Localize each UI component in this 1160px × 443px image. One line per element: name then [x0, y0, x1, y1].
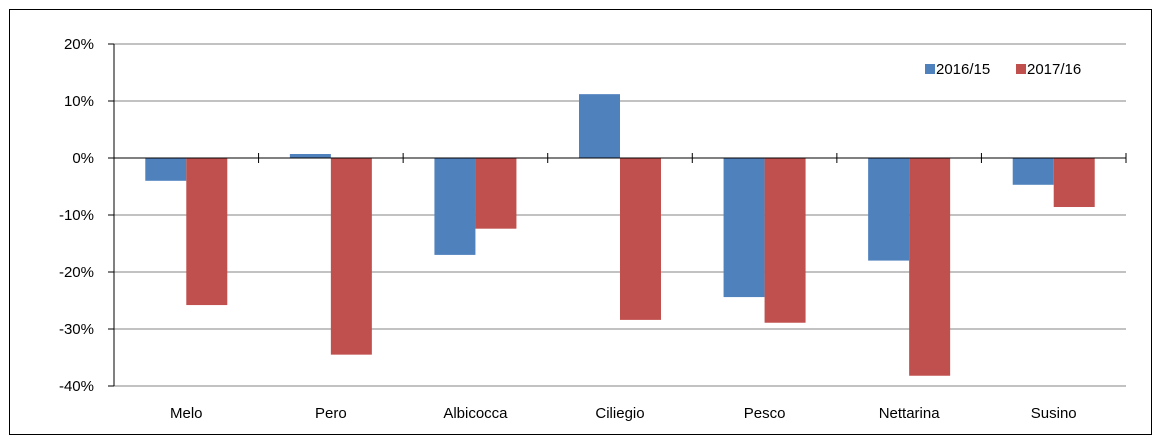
y-tick-label: 20% — [64, 36, 94, 53]
legend-swatch — [925, 64, 935, 74]
x-tick-label: Susino — [1031, 405, 1077, 422]
x-tick-label: Albicocca — [443, 405, 508, 422]
bar — [1053, 158, 1095, 208]
bars — [145, 94, 1095, 376]
bar — [145, 158, 187, 181]
x-tick-label: Nettarina — [879, 405, 941, 422]
bar — [289, 154, 331, 158]
x-tick-label: Melo — [170, 405, 203, 422]
x-tick-label: Pero — [315, 405, 347, 422]
bar — [1012, 158, 1054, 185]
legend-label: 2016/15 — [936, 61, 990, 78]
bar — [620, 158, 661, 320]
bar — [723, 158, 765, 298]
bar — [868, 158, 910, 261]
y-tick-label: -20% — [59, 264, 94, 281]
bar — [186, 158, 228, 306]
bar — [330, 158, 372, 355]
bar — [475, 158, 517, 229]
bar — [434, 158, 476, 255]
chart-frame — [9, 9, 1152, 435]
y-tick-label: -30% — [59, 321, 94, 338]
axes — [113, 44, 1127, 386]
legend: 2016/15 2017/16 — [925, 61, 1081, 78]
bar — [764, 158, 806, 323]
y-tick-label: 0% — [72, 150, 94, 167]
y-tick-label: -40% — [59, 378, 94, 395]
legend-label: 2017/16 — [1027, 61, 1081, 78]
y-tick-label: 10% — [64, 93, 94, 110]
x-tick-labels: Melo Pero Albicocca Ciliegio Pesco Nettarina S… — [170, 405, 1077, 422]
x-tick-label: Ciliegio — [595, 405, 644, 422]
y-tick-labels: -40% -30% -20% -10% 0% 10% 20% — [59, 36, 94, 395]
y-tick-label: -10% — [59, 207, 94, 224]
bar — [909, 158, 951, 376]
bar — [579, 94, 620, 158]
x-tick-label: Pesco — [744, 405, 786, 422]
legend-swatch — [1016, 64, 1026, 74]
